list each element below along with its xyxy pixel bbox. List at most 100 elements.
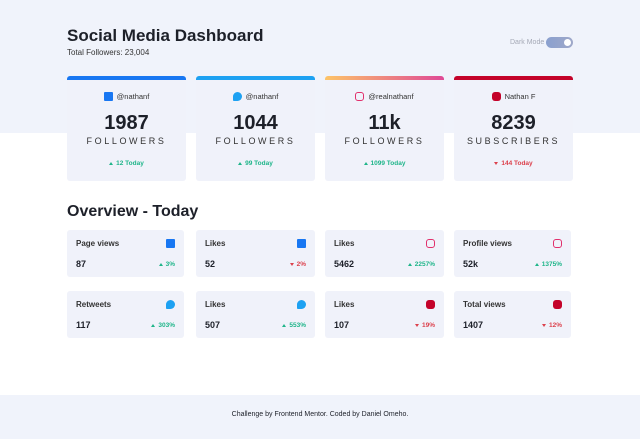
dark-mode-toggle[interactable] [546,37,573,48]
card-accent [196,76,315,80]
card-change: 1099 Today [370,160,406,167]
trend-arrow [109,162,114,165]
card-accent [325,76,444,80]
footer-text: . Coded by [325,411,362,418]
footer-link[interactable]: Daniel Omeho [361,411,407,418]
overview-change-row: 1375% [534,261,562,268]
card-count: 1044 [233,112,278,134]
overview-card: Retweets 117 303% [67,291,184,338]
platform-icon [103,92,113,101]
card-change-row: 1099 Today [325,160,444,167]
trend-arrow [541,324,546,327]
card-handle: @realnathanf [368,92,414,101]
overview-value: 1407 [463,320,484,330]
overview-value: 117 [76,320,91,330]
platform-icon [297,239,306,248]
card-handle-row: @nathanf [196,92,315,101]
overview-value: 5462 [334,259,355,269]
card-handle: Nathan F [504,92,536,101]
trend-arrow [414,324,419,327]
platform-icon [553,300,562,309]
overview-change: 2257% [414,261,435,268]
card-handle: @nathanf [116,92,150,101]
trend-arrow [494,162,499,165]
overview-title: Overview - Today [67,203,199,220]
follower-card: @nathanf 1044 FOLLOWERS 99 Today [196,76,315,181]
overview-value: 507 [205,320,221,330]
overview-label: Total views [463,300,506,309]
card-change: 12 Today [116,160,144,167]
toggle-label: Dark Mode [510,39,545,46]
trend-arrow [289,263,294,266]
footer: Challenge by Frontend Mentor. Coded by D… [0,411,640,418]
overview-label: Likes [205,239,226,248]
card-unit: FOLLOWERS [215,136,296,146]
overview-change: 12% [548,322,562,329]
overview-change-row: 3% [158,261,175,268]
overview-value: 107 [334,320,350,330]
trend-arrow [534,263,539,266]
overview-card: Likes 5462 2257% [325,230,444,277]
platform-icon [426,239,435,248]
subtitle: Total Followers: 23,004 [67,48,150,57]
footer-link[interactable]: Frontend Mentor [274,411,326,418]
card-count: 1987 [104,112,149,134]
title: Social Media Dashboard [67,26,264,45]
trend-arrow [407,263,412,266]
card-accent [454,76,573,80]
card-change: 99 Today [245,160,273,167]
overview-card: Profile views 52k 1375% [454,230,571,277]
footer-text: . [406,411,409,418]
overview-label: Retweets [76,300,112,309]
follower-card: @nathanf 1987 FOLLOWERS 12 Today [67,76,186,181]
follower-card: Nathan F 8239 SUBSCRIBERS 144 Today [454,76,573,181]
overview-card: Likes 107 19% [325,291,444,338]
card-handle: @nathanf [245,92,279,101]
platform-icon [166,300,175,309]
overview-card: Total views 1407 12% [454,291,571,338]
overview-change-row: 19% [414,322,435,329]
card-handle-row: Nathan F [454,92,573,101]
overview-card: Likes 507 553% [196,291,315,338]
overview-change-row: 2257% [407,261,435,268]
card-handle-row: @realnathanf [325,92,444,101]
card-change: 144 Today [501,160,533,167]
overview-value: 87 [76,259,87,269]
trend-arrow [363,162,368,165]
overview-change: 303% [158,322,175,329]
overview-change: 553% [289,322,306,329]
overview-label: Page views [76,239,120,248]
footer-text: Challenge by [231,411,275,418]
card-count: 8239 [491,112,536,134]
platform-icon [426,300,435,309]
overview-label: Likes [334,300,355,309]
card-count: 11k [368,112,401,134]
card-change-row: 99 Today [196,160,315,167]
overview-value: 52k [463,259,479,269]
card-change-row: 144 Today [454,160,573,167]
overview-value: 52 [205,259,216,269]
platform-icon [553,239,562,248]
overview-change-row: 303% [151,322,175,329]
card-change-row: 12 Today [67,160,186,167]
trend-arrow [158,263,163,266]
overview-card: Likes 52 2% [196,230,315,277]
trend-arrow [151,324,156,327]
trend-arrow [238,162,243,165]
overview-change-row: 2% [289,261,306,268]
card-handle-row: @nathanf [67,92,186,101]
overview-change: 3% [165,261,175,268]
overview-card: Page views 87 3% [67,230,184,277]
footer-background [0,395,640,439]
overview-change-row: 553% [282,322,306,329]
overview-change: 2% [296,261,306,268]
overview-label: Profile views [463,239,512,248]
overview-label: Likes [334,239,355,248]
overview-change-row: 12% [541,322,562,329]
card-unit: SUBSCRIBERS [466,136,561,146]
platform-icon [297,300,306,309]
overview-label: Likes [205,300,226,309]
card-accent [67,76,186,80]
overview-change: 19% [421,322,435,329]
